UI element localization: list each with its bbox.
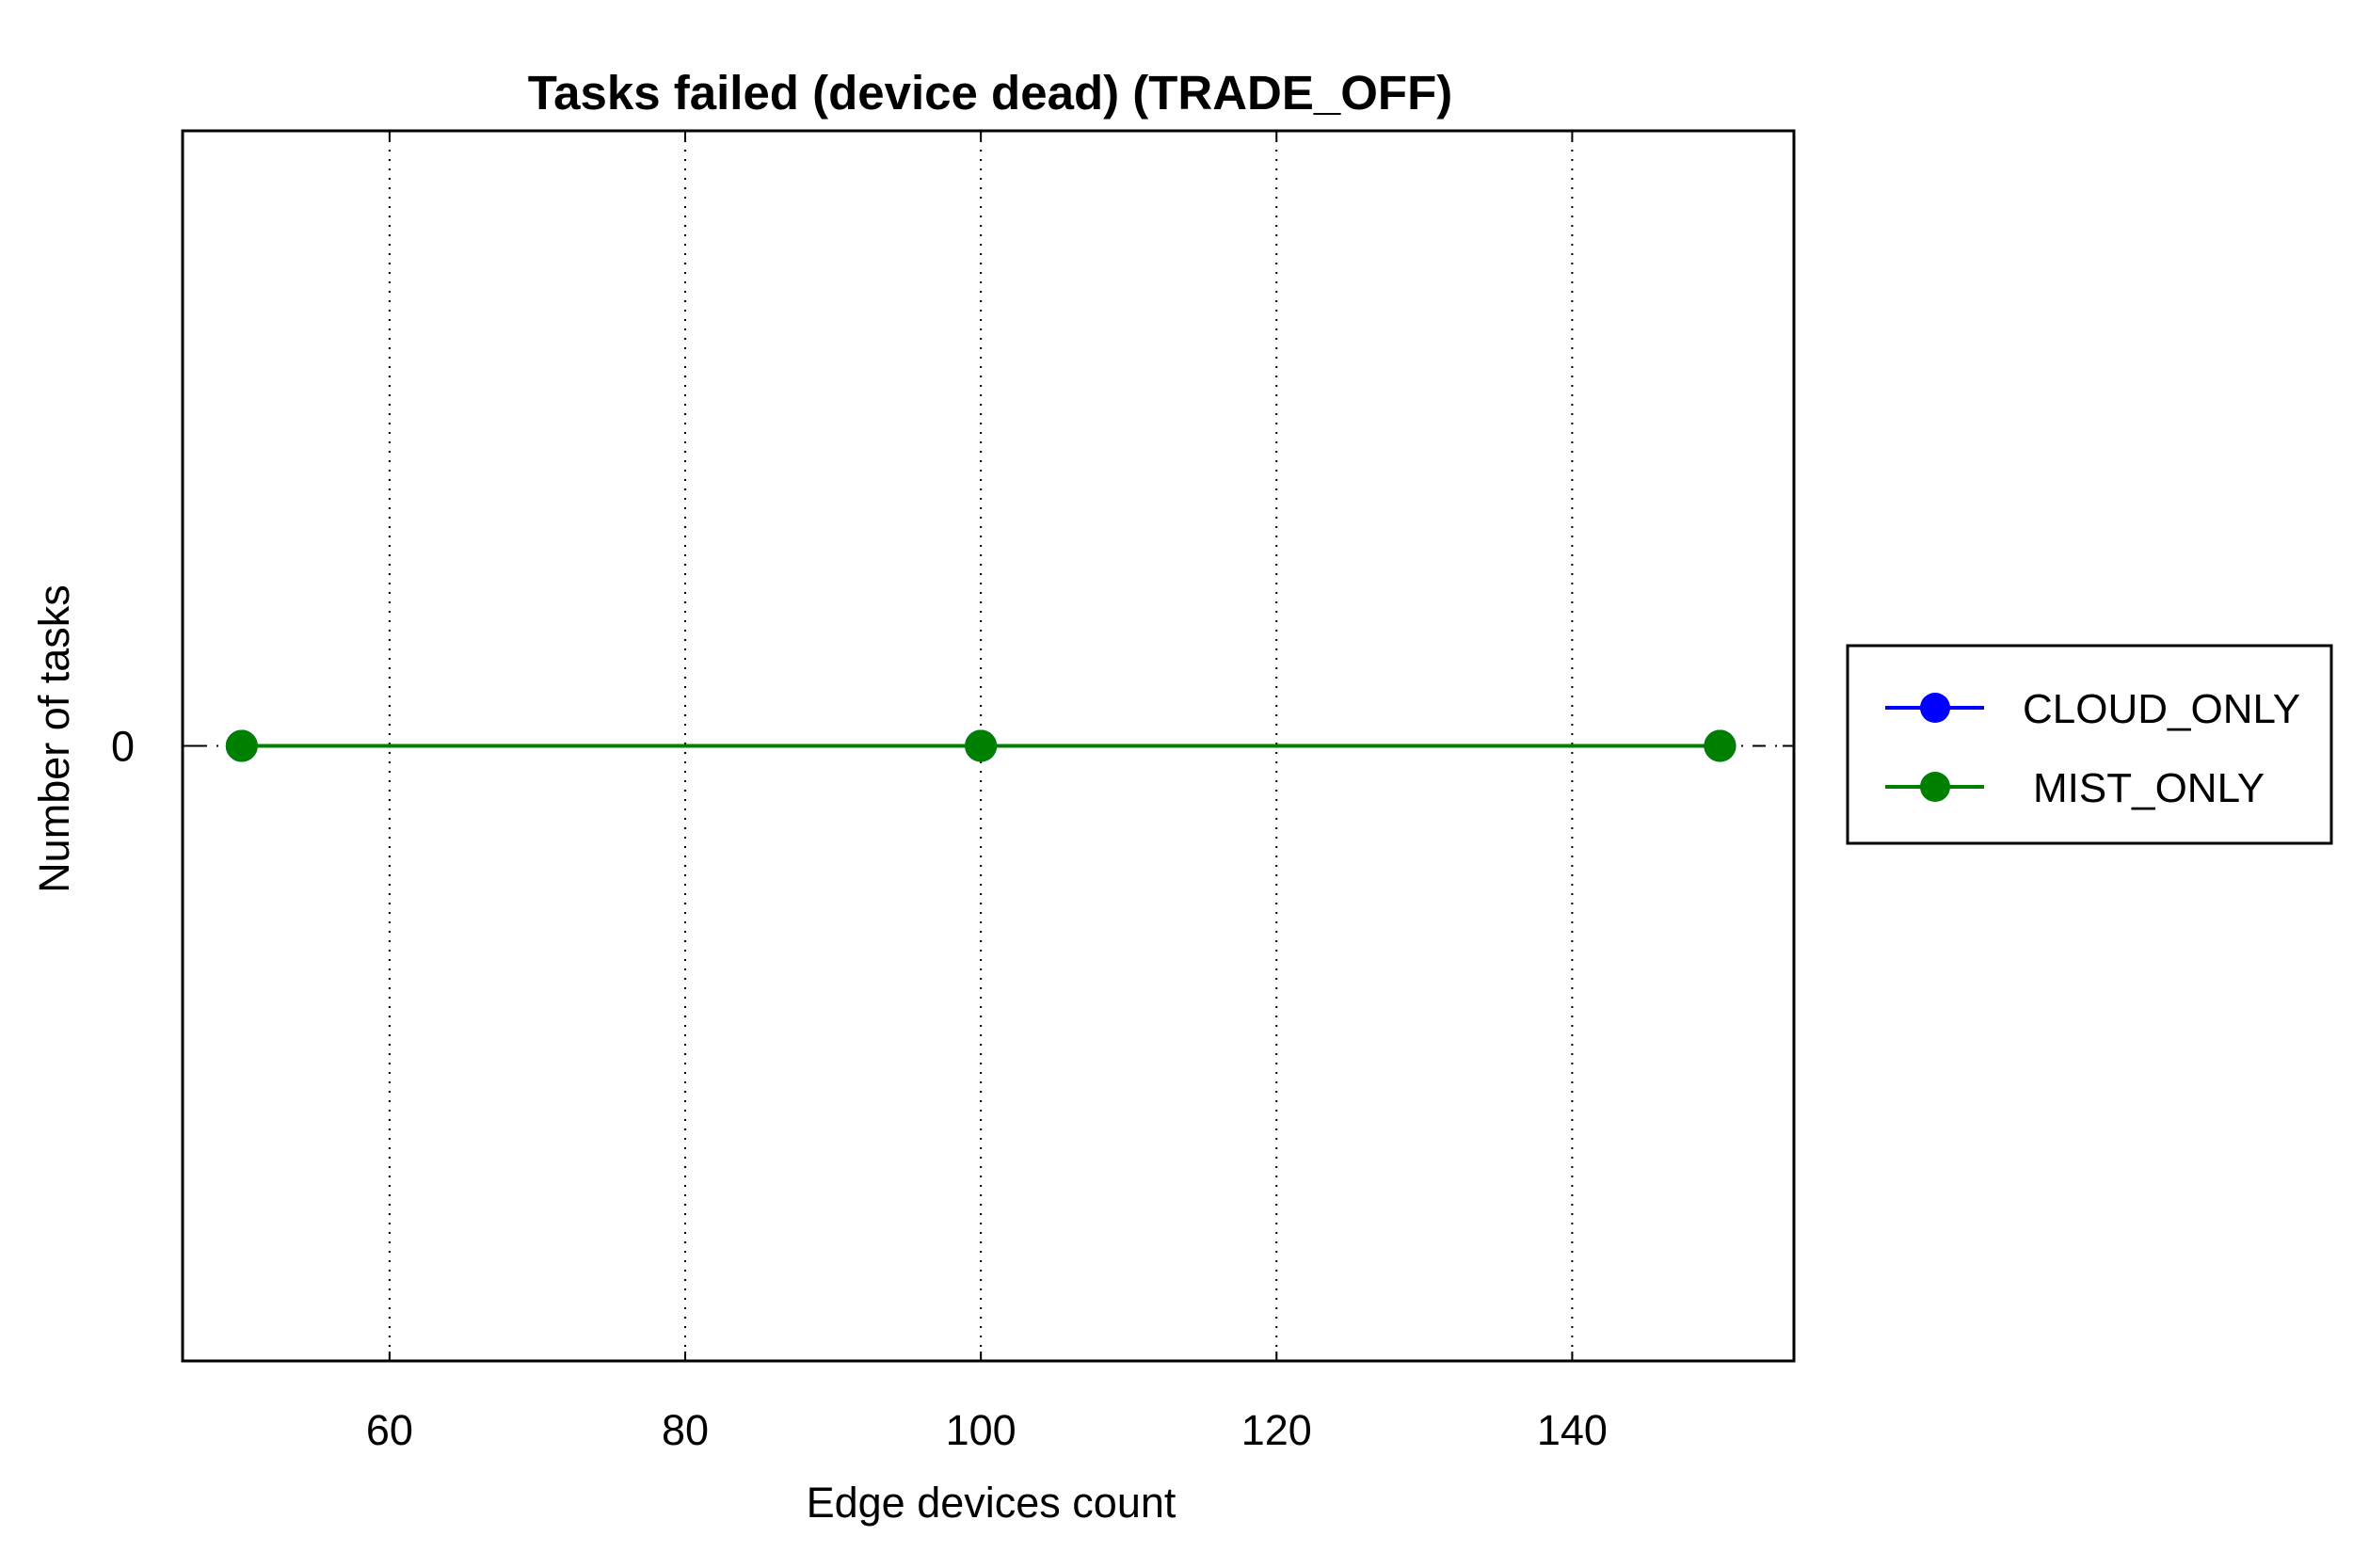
- data-point: [1704, 729, 1737, 762]
- y-axis: 0: [111, 723, 1794, 771]
- data-point: [965, 729, 998, 762]
- x-tick-label: 80: [662, 1406, 709, 1454]
- data-point: [225, 729, 258, 762]
- chart-title: Tasks failed (device dead) (TRADE_OFF): [528, 66, 1452, 120]
- series-layer: [225, 729, 1737, 762]
- x-axis: 60 80 100 120 140: [366, 131, 1608, 1454]
- x-axis-label: Edge devices count: [807, 1479, 1176, 1527]
- x-tick-label: 120: [1241, 1406, 1312, 1454]
- y-tick-label: 0: [111, 723, 135, 771]
- legend-marker: [1920, 772, 1950, 802]
- x-tick-label: 100: [946, 1406, 1016, 1454]
- legend-label: CLOUD_ONLY: [2023, 686, 2300, 732]
- legend-label: MIST_ONLY: [2033, 765, 2265, 811]
- legend-entries: CLOUD_ONLY MIST_ONLY: [1885, 686, 2300, 811]
- x-tick-label: 140: [1537, 1406, 1608, 1454]
- legend: CLOUD_ONLY MIST_ONLY: [1846, 644, 2333, 845]
- legend-box: [1846, 644, 2333, 845]
- y-axis-label: Number of tasks: [30, 584, 78, 893]
- legend-marker: [1920, 693, 1950, 723]
- x-tick-label: 60: [366, 1406, 413, 1454]
